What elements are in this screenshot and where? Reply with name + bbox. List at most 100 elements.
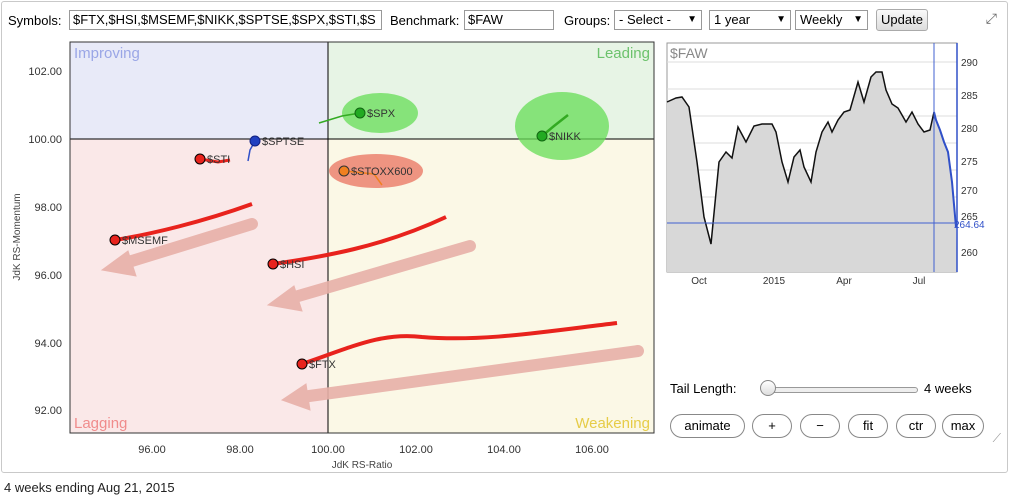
benchmark-x-axis: Oct 2015 Apr Jul — [691, 276, 925, 287]
benchmark-y-tick: 270 — [961, 186, 978, 197]
symbols-label: Symbols: — [8, 13, 62, 28]
y-tick-label: 92.00 — [34, 405, 62, 417]
benchmark-title: $FAW — [670, 45, 708, 61]
nikk-highlight — [515, 92, 609, 160]
dropdown-arrow-icon: ▼ — [853, 14, 863, 25]
marker-sti[interactable] — [194, 153, 206, 165]
benchmark-area — [667, 72, 957, 272]
y-tick-label: 100.00 — [28, 134, 62, 146]
benchmark-label: Benchmark: — [390, 13, 460, 28]
marker-spx[interactable] — [354, 107, 366, 119]
stoxx600-highlight — [329, 154, 423, 188]
expand-icon[interactable]: ⤢ — [985, 10, 997, 26]
benchmark-chart: $FAW 290 285 280 275 270 265 260 264.64 … — [666, 42, 985, 287]
x-tick-label: 100.00 — [311, 444, 345, 456]
tail-spx — [318, 112, 361, 124]
label-msemf: $MSEMF — [122, 235, 168, 247]
x-tick-label: 104.00 — [487, 444, 521, 456]
benchmark-y-axis: 290 285 280 275 270 265 260 — [961, 58, 978, 259]
groups-select-value: - Select - — [619, 12, 672, 27]
period-select[interactable]: 1 year ▼ — [709, 10, 791, 30]
tail-hsi — [272, 215, 447, 266]
benchmark-x-tick: 2015 — [763, 276, 786, 287]
quadrant-label-improving: Improving — [74, 45, 140, 62]
tail-sti — [199, 157, 231, 164]
tail-stoxx600 — [343, 170, 383, 186]
direction-arrow — [296, 345, 644, 403]
x-tick-label: 98.00 — [226, 444, 254, 456]
benchmark-x-tick: Apr — [836, 276, 852, 287]
benchmark-last-value: 264.64 — [954, 220, 985, 231]
symbols-input[interactable]: $FTX,$HSI,$MSEMF,$NIKK,$SPTSE,$SPX,$STI,… — [69, 10, 382, 30]
interval-select[interactable]: Weekly ▼ — [795, 10, 868, 30]
rrg-panel: Symbols: $FTX,$HSI,$MSEMF,$NIKK,$SPTSE,$… — [1, 1, 1008, 473]
spx-highlight — [342, 93, 418, 133]
resize-handle-icon[interactable]: ⟋ — [992, 431, 1001, 445]
y-tick-label: 98.00 — [34, 202, 62, 214]
direction-arrow-head — [280, 383, 311, 411]
quadrant-label-weakening: Weakening — [575, 415, 650, 432]
tail-length-slider[interactable] — [762, 387, 918, 393]
tail-length-value: 4 weeks — [924, 381, 972, 396]
interval-select-value: Weekly — [800, 12, 843, 27]
quadrant-lagging — [70, 139, 328, 433]
x-tick-label: 102.00 — [399, 444, 433, 456]
benchmark-y-tick: 280 — [961, 124, 978, 135]
marker-hsi[interactable] — [267, 258, 279, 270]
max-button[interactable]: max — [942, 414, 984, 438]
tail-ftx — [301, 321, 618, 366]
benchmark-y-tick: 285 — [961, 91, 978, 102]
y-tick-label: 96.00 — [34, 270, 62, 282]
direction-arrows — [100, 218, 644, 411]
benchmark-x-tick: Oct — [691, 276, 707, 287]
label-ftx: $FTX — [309, 359, 337, 371]
plot-border — [69, 41, 655, 434]
benchmark-input[interactable]: $FAW — [464, 10, 554, 30]
label-hsi: $HSI — [280, 259, 304, 271]
x-tick-label: 106.00 — [575, 444, 609, 456]
label-sti: $STI — [207, 154, 230, 166]
x-axis: 96.00 98.00 100.00 102.00 104.00 106.00 — [138, 444, 609, 456]
direction-arrow-head — [100, 250, 137, 277]
tails — [114, 112, 618, 366]
direction-arrow — [116, 218, 258, 270]
benchmark-y-tick: 260 — [961, 248, 978, 259]
label-spx: $SPX — [367, 108, 396, 120]
x-tick-label: 96.00 — [138, 444, 166, 456]
label-nikk: $NIKK — [549, 131, 581, 143]
symbol-markers: $SPX $NIKK $SPTSE $STI $STOXX600 $MSEMF … — [109, 107, 581, 371]
benchmark-y-tick: 265 — [961, 212, 978, 223]
marker-msemf[interactable] — [109, 234, 121, 246]
tail-length-slider-thumb[interactable] — [760, 380, 776, 396]
center-button[interactable]: ctr — [896, 414, 936, 438]
quadrant-label-lagging: Lagging — [74, 415, 127, 432]
quadrant-label-leading: Leading — [597, 45, 650, 62]
marker-ftx[interactable] — [296, 358, 308, 370]
marker-nikk[interactable] — [536, 130, 548, 142]
benchmark-line-tail — [933, 111, 957, 228]
label-stoxx600: $STOXX600 — [351, 166, 413, 178]
fit-button[interactable]: fit — [848, 414, 888, 438]
marker-stoxx600[interactable] — [338, 165, 350, 177]
zoom-out-button[interactable]: − — [800, 414, 840, 438]
benchmark-y-tick: 290 — [961, 58, 978, 69]
label-sptse: $SPTSE — [262, 136, 304, 148]
benchmark-y-tick: 275 — [961, 157, 978, 168]
direction-arrow — [282, 240, 476, 305]
toolbar: Symbols: $FTX,$HSI,$MSEMF,$NIKK,$SPTSE,$… — [2, 8, 1007, 32]
zoom-in-button[interactable]: + — [752, 414, 792, 438]
direction-arrow-head — [266, 285, 303, 312]
groups-label: Groups: — [564, 13, 611, 28]
y-tick-label: 94.00 — [34, 338, 62, 350]
y-axis: 102.00 100.00 98.00 96.00 94.00 92.00 — [28, 66, 62, 417]
rrg-chart: Improving Leading Lagging Weakening 102.… — [12, 41, 655, 471]
update-button[interactable]: Update — [876, 9, 928, 31]
groups-select[interactable]: - Select - ▼ — [614, 10, 702, 30]
marker-sptse[interactable] — [249, 135, 261, 147]
quadrant-improving — [70, 42, 328, 139]
benchmark-x-tick: Jul — [913, 276, 926, 287]
dropdown-arrow-icon: ▼ — [776, 14, 786, 25]
animate-button[interactable]: animate — [670, 414, 745, 438]
tail-length-label: Tail Length: — [670, 381, 737, 396]
y-tick-label: 102.00 — [28, 66, 62, 78]
